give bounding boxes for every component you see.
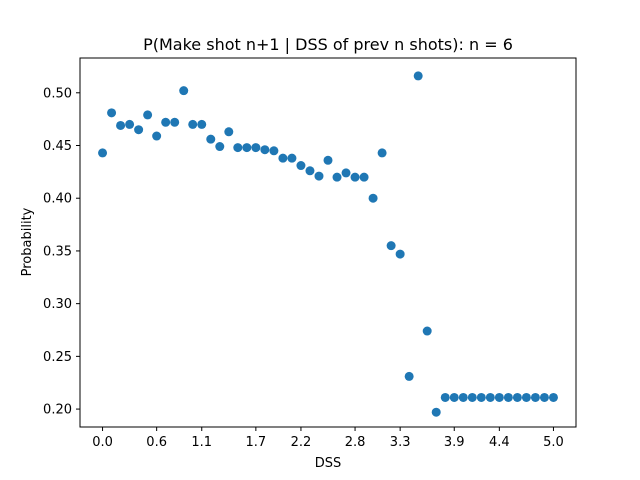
x-tick-label: 5.0 — [543, 435, 564, 450]
chart-title: P(Make shot n+1 | DSS of prev n shots): … — [143, 35, 513, 54]
data-point — [341, 168, 351, 178]
data-point — [224, 127, 234, 137]
data-point — [413, 71, 423, 81]
x-tick-label: 0.0 — [92, 435, 113, 450]
x-tick-label: 0.6 — [146, 435, 167, 450]
x-tick-label: 1.1 — [191, 435, 212, 450]
data-point — [503, 392, 513, 402]
y-tick-label: 0.50 — [43, 86, 72, 101]
data-point — [350, 172, 360, 182]
data-point — [233, 143, 243, 153]
x-tick-label: 2.8 — [345, 435, 366, 450]
y-axis-ticks: 0.20 0.25 0.30 0.35 0.40 0.45 0.50 — [43, 86, 80, 418]
x-tick-label: 1.7 — [246, 435, 267, 450]
data-point — [485, 392, 495, 402]
x-tick-label: 3.9 — [444, 435, 465, 450]
data-point — [539, 392, 549, 402]
y-tick-label: 0.35 — [43, 244, 72, 259]
data-point — [287, 153, 297, 163]
data-point — [314, 171, 324, 181]
data-point — [395, 249, 405, 259]
data-point — [449, 392, 459, 402]
x-tick-label: 4.4 — [489, 435, 510, 450]
y-axis-label: Probability — [20, 207, 35, 276]
data-point — [359, 172, 369, 182]
data-point — [179, 86, 189, 96]
data-point — [107, 108, 117, 118]
x-tick-label: 2.2 — [291, 435, 312, 450]
data-point — [368, 193, 378, 203]
x-axis-ticks: 0.0 0.6 1.1 1.7 2.2 2.8 3.3 3.9 4.4 5.0 — [92, 427, 564, 450]
data-point — [134, 125, 144, 135]
data-point — [251, 143, 261, 153]
data-point — [242, 143, 252, 153]
y-tick-label: 0.40 — [43, 192, 72, 207]
data-point — [476, 392, 486, 402]
y-tick-label: 0.20 — [43, 403, 72, 418]
data-point — [530, 392, 540, 402]
y-tick-label: 0.45 — [43, 139, 72, 154]
data-point — [512, 392, 522, 402]
data-point — [323, 155, 333, 165]
data-point — [386, 241, 396, 251]
data-point — [215, 142, 225, 152]
data-point — [404, 371, 414, 381]
x-tick-label: 3.3 — [390, 435, 411, 450]
data-point — [116, 120, 126, 130]
data-point — [197, 119, 207, 129]
data-point — [440, 392, 450, 402]
data-point — [521, 392, 531, 402]
data-point — [548, 392, 558, 402]
data-point — [494, 392, 504, 402]
data-point — [98, 148, 108, 158]
data-point — [269, 146, 279, 156]
data-point — [458, 392, 468, 402]
data-point — [152, 131, 162, 141]
data-points — [98, 71, 558, 417]
data-point — [188, 119, 198, 129]
data-point — [278, 153, 288, 163]
data-point — [422, 326, 432, 336]
data-point — [431, 407, 441, 417]
data-point — [296, 161, 306, 171]
y-tick-label: 0.25 — [43, 350, 72, 365]
y-tick-label: 0.30 — [43, 297, 72, 312]
data-point — [125, 119, 135, 129]
data-point — [206, 134, 216, 144]
x-axis-label: DSS — [315, 456, 342, 471]
data-point — [260, 145, 270, 155]
data-point — [467, 392, 477, 402]
data-point — [170, 117, 180, 127]
plot-frame — [79, 57, 577, 428]
data-point — [377, 148, 387, 158]
data-point — [143, 110, 153, 120]
data-point — [332, 172, 342, 182]
data-point — [161, 117, 171, 127]
data-point — [305, 166, 315, 176]
